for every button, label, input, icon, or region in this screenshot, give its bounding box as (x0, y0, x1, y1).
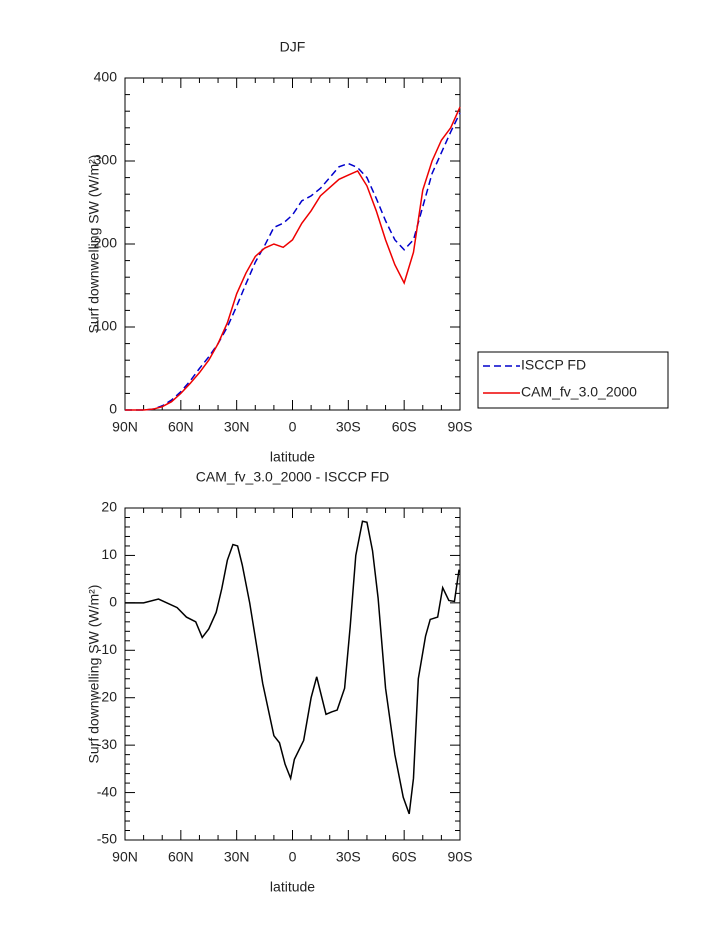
x-axis-label: latitude (270, 879, 315, 895)
chart-title: DJF (280, 39, 306, 55)
y-tick-label: 100 (94, 318, 118, 334)
x-tick-label: 90N (112, 419, 138, 435)
y-tick-label: 200 (94, 235, 118, 251)
y-tick-label: 300 (94, 152, 118, 168)
y-tick-label: -30 (97, 736, 117, 752)
y-tick-label: 0 (109, 594, 117, 610)
x-tick-label: 30S (336, 849, 361, 865)
data-line (125, 106, 461, 411)
x-tick-label: 90S (448, 849, 473, 865)
x-tick-label: 0 (289, 849, 297, 865)
y-axis-label: Surf downwelling SW (W/m²) (86, 585, 102, 764)
y-tick-label: 10 (101, 546, 117, 562)
x-axis-label: latitude (270, 449, 315, 465)
x-tick-label: 60S (392, 849, 417, 865)
data-line (125, 520, 460, 815)
legend-label: CAM_fv_3.0_2000 (521, 384, 637, 400)
y-tick-label: 0 (109, 401, 117, 417)
y-tick-label: -50 (97, 831, 117, 847)
y-tick-label: -10 (97, 641, 117, 657)
x-tick-label: 30N (224, 419, 250, 435)
data-line (125, 112, 461, 411)
x-tick-label: 30S (336, 419, 361, 435)
y-tick-label: 400 (94, 69, 118, 85)
legend-box (477, 351, 669, 409)
x-tick-label: 90S (448, 419, 473, 435)
x-tick-label: 60S (392, 419, 417, 435)
x-tick-label: 0 (289, 419, 297, 435)
x-tick-label: 60N (168, 419, 194, 435)
x-tick-label: 60N (168, 849, 194, 865)
y-axis-label: Surf downwelling SW (W/m²) (86, 155, 102, 334)
y-tick-label: -20 (97, 688, 117, 704)
y-tick-label: 20 (101, 499, 117, 515)
chart-title: CAM_fv_3.0_2000 - ISCCP FD (196, 469, 390, 485)
x-tick-label: 30N (224, 849, 250, 865)
legend-label: ISCCP FD (521, 357, 586, 373)
y-tick-label: -40 (97, 783, 117, 799)
plot-frame (124, 507, 461, 841)
x-tick-label: 90N (112, 849, 138, 865)
